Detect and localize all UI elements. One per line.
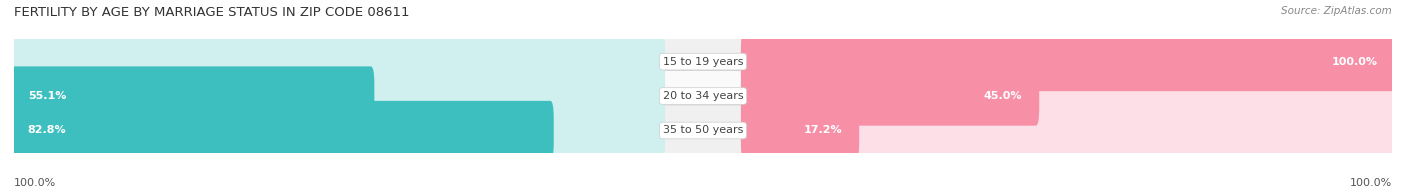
FancyBboxPatch shape: [11, 66, 374, 126]
FancyBboxPatch shape: [18, 71, 1388, 122]
FancyBboxPatch shape: [741, 32, 1395, 91]
FancyBboxPatch shape: [11, 66, 665, 126]
Text: 35 to 50 years: 35 to 50 years: [662, 125, 744, 135]
Text: 45.0%: 45.0%: [983, 91, 1022, 101]
Text: FERTILITY BY AGE BY MARRIAGE STATUS IN ZIP CODE 08611: FERTILITY BY AGE BY MARRIAGE STATUS IN Z…: [14, 6, 409, 19]
Text: Source: ZipAtlas.com: Source: ZipAtlas.com: [1281, 6, 1392, 16]
FancyBboxPatch shape: [11, 32, 665, 91]
FancyBboxPatch shape: [741, 66, 1039, 126]
Text: 100.0%: 100.0%: [14, 178, 56, 188]
FancyBboxPatch shape: [11, 101, 554, 160]
FancyBboxPatch shape: [741, 101, 859, 160]
FancyBboxPatch shape: [18, 36, 1388, 87]
Text: 17.2%: 17.2%: [803, 125, 842, 135]
Text: 82.8%: 82.8%: [28, 125, 66, 135]
FancyBboxPatch shape: [741, 101, 1395, 160]
FancyBboxPatch shape: [741, 32, 1395, 91]
FancyBboxPatch shape: [18, 105, 1388, 156]
Text: 15 to 19 years: 15 to 19 years: [662, 57, 744, 67]
FancyBboxPatch shape: [11, 101, 665, 160]
Text: 20 to 34 years: 20 to 34 years: [662, 91, 744, 101]
Text: 55.1%: 55.1%: [28, 91, 66, 101]
Text: 100.0%: 100.0%: [1331, 57, 1378, 67]
FancyBboxPatch shape: [741, 66, 1395, 126]
Text: 100.0%: 100.0%: [1350, 178, 1392, 188]
